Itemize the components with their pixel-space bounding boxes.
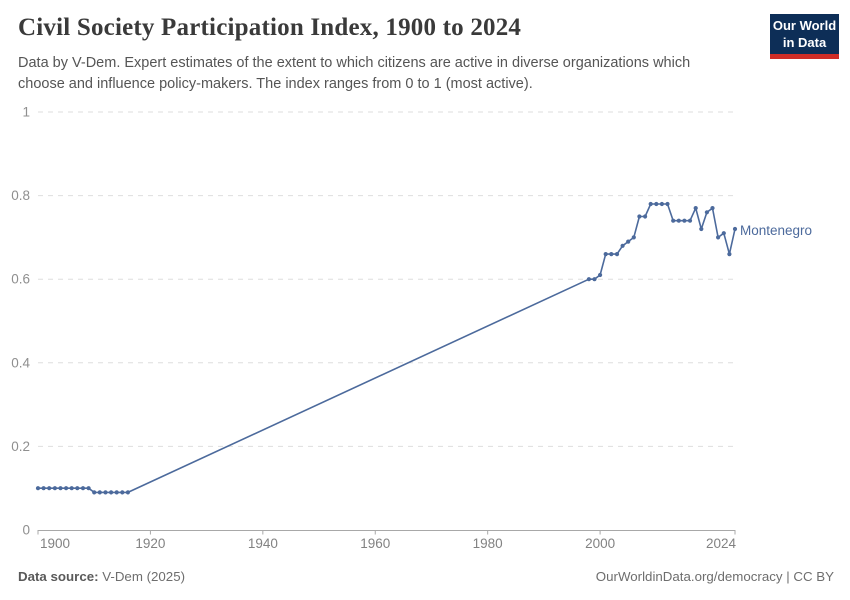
data-point-1904[interactable]	[58, 486, 63, 491]
data-source-text: Data source: V-Dem (2025)	[18, 569, 185, 584]
data-point-1913[interactable]	[109, 490, 114, 495]
data-point-2023[interactable]	[727, 252, 732, 257]
data-point-2020[interactable]	[710, 206, 715, 211]
x-tick-label: 2000	[585, 536, 615, 551]
data-point-2000[interactable]	[598, 272, 603, 278]
y-tick-label: 0.2	[11, 439, 30, 454]
x-tick-label: 1960	[360, 536, 390, 551]
data-point-2011[interactable]	[659, 201, 665, 207]
x-tick-label: 1940	[248, 536, 278, 551]
data-point-1998[interactable]	[586, 277, 592, 282]
chart-subtitle: Data by V-Dem. Expert estimates of the e…	[18, 55, 691, 93]
data-point-1906[interactable]	[69, 486, 74, 491]
x-tick-label: 2024	[706, 536, 737, 551]
data-point-2024[interactable]	[732, 226, 738, 232]
data-point-2004[interactable]	[620, 243, 625, 248]
data-point-1901[interactable]	[41, 486, 46, 491]
data-point-2005[interactable]	[626, 239, 631, 244]
data-point-1908[interactable]	[80, 486, 86, 491]
series-montenegro[interactable]	[35, 201, 738, 495]
data-point-1902[interactable]	[47, 486, 52, 491]
data-point-2016[interactable]	[687, 218, 693, 223]
data-point-2012[interactable]	[665, 201, 670, 207]
data-point-2001[interactable]	[603, 252, 608, 257]
series-line[interactable]	[37, 203, 736, 494]
data-point-2021[interactable]	[716, 235, 721, 240]
gridlines: 0 0.2 0.4 0.6 0.8 1	[11, 105, 735, 538]
owid-logo-line1: Our World	[772, 18, 837, 33]
data-point-2002[interactable]	[609, 252, 614, 257]
data-source-label: Data source:	[18, 569, 99, 584]
data-point-1911[interactable]	[97, 490, 102, 495]
data-point-2009[interactable]	[648, 201, 653, 207]
x-tick-label: 1980	[473, 536, 503, 551]
data-point-2010[interactable]	[654, 201, 659, 207]
owid-url-license-link[interactable]: OurWorldinData.org/democracy | CC BY	[595, 569, 834, 584]
data-point-2017[interactable]	[693, 206, 698, 211]
data-point-2013[interactable]	[671, 218, 676, 223]
chart-footer: Data source: V-Dem (2025) OurWorldinData…	[0, 569, 850, 584]
y-tick-label: 0.6	[11, 272, 30, 287]
y-tick-label: 0.8	[11, 188, 30, 203]
data-point-1907[interactable]	[75, 486, 80, 491]
data-point-1905[interactable]	[64, 486, 69, 491]
data-point-1912[interactable]	[103, 490, 108, 495]
line-chart: 0 0.2 0.4 0.6 0.8 1 1900 1920 1940 1960 1980 2000 20…	[11, 105, 738, 551]
data-point-1915[interactable]	[120, 490, 125, 495]
owid-logo-line2: in Data	[782, 34, 827, 50]
data-point-2006[interactable]	[631, 235, 636, 240]
data-point-2022[interactable]	[721, 231, 726, 236]
data-point-2018[interactable]	[699, 226, 704, 232]
data-point-2003[interactable]	[614, 252, 620, 257]
data-point-1916[interactable]	[125, 490, 130, 495]
chart-title: Civil Society Participation Index, 1900 …	[18, 14, 522, 41]
x-axis: 1900 1920 1940 1960 1980 2000 2024	[37, 530, 737, 551]
y-tick-label: 0	[22, 523, 30, 538]
x-tick-label: 1900	[40, 536, 70, 551]
data-point-2019[interactable]	[704, 210, 710, 215]
data-point-1900[interactable]	[35, 486, 41, 491]
data-point-1909[interactable]	[86, 486, 91, 491]
owid-logo[interactable]: Our World in Data	[770, 14, 839, 59]
data-point-2008[interactable]	[643, 214, 648, 219]
y-tick-label: 1	[22, 105, 30, 120]
data-point-1914[interactable]	[114, 490, 119, 495]
data-source-value: V-Dem (2025)	[98, 569, 186, 584]
series-entity-label[interactable]: Montenegro	[740, 223, 813, 238]
data-point-2015[interactable]	[682, 218, 687, 223]
data-point-1999[interactable]	[592, 277, 597, 282]
data-point-2007[interactable]	[637, 214, 642, 219]
x-tick-label: 1920	[135, 536, 165, 551]
y-tick-label: 0.4	[11, 355, 30, 370]
data-point-1903[interactable]	[52, 486, 58, 491]
data-point-2014[interactable]	[676, 218, 681, 223]
data-point-1910[interactable]	[92, 490, 97, 495]
